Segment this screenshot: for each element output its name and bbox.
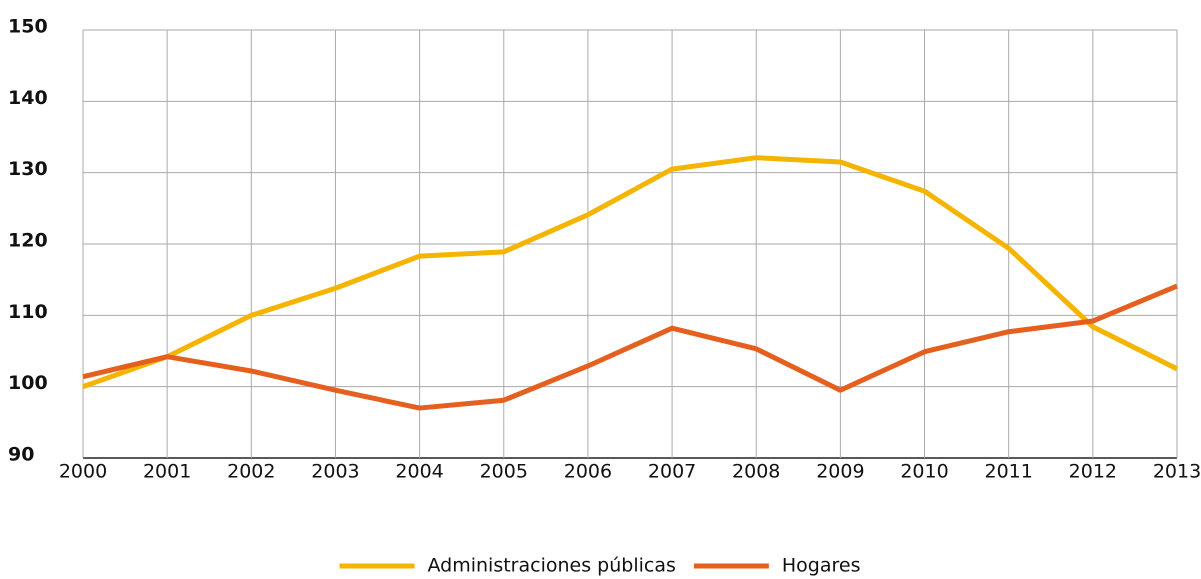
x-tick-label: 2005	[480, 461, 528, 483]
y-tick-label: 120	[8, 230, 48, 252]
x-tick-label: 2007	[648, 461, 696, 483]
series-line	[82, 155, 1179, 390]
y-tick-label: 90	[8, 444, 34, 466]
y-tick-label: 150	[8, 16, 48, 38]
x-tick-label: 2012	[1069, 461, 1117, 483]
series-line	[82, 283, 1178, 411]
x-tick-label: 2011	[985, 461, 1033, 483]
legend-label: Hogares	[782, 555, 861, 577]
x-tick-label: 2010	[900, 461, 948, 483]
x-tick-label: 2002	[227, 461, 275, 483]
y-tick-label: 140	[8, 87, 48, 109]
x-tick-label: 2006	[564, 461, 612, 483]
x-tick-label: 2000	[59, 461, 107, 483]
y-tick-label: 100	[8, 372, 48, 394]
legend-label: Administraciones públicas	[428, 555, 676, 577]
y-tick-label: 130	[8, 158, 48, 180]
x-tick-label: 2009	[816, 461, 864, 483]
y-tick-label: 110	[8, 301, 48, 323]
x-tick-label: 2013	[1153, 461, 1201, 483]
x-tick-label: 2001	[143, 461, 191, 483]
x-tick-label: 2004	[395, 461, 443, 483]
x-tick-label: 2008	[732, 461, 780, 483]
x-tick-label: 2003	[311, 461, 359, 483]
